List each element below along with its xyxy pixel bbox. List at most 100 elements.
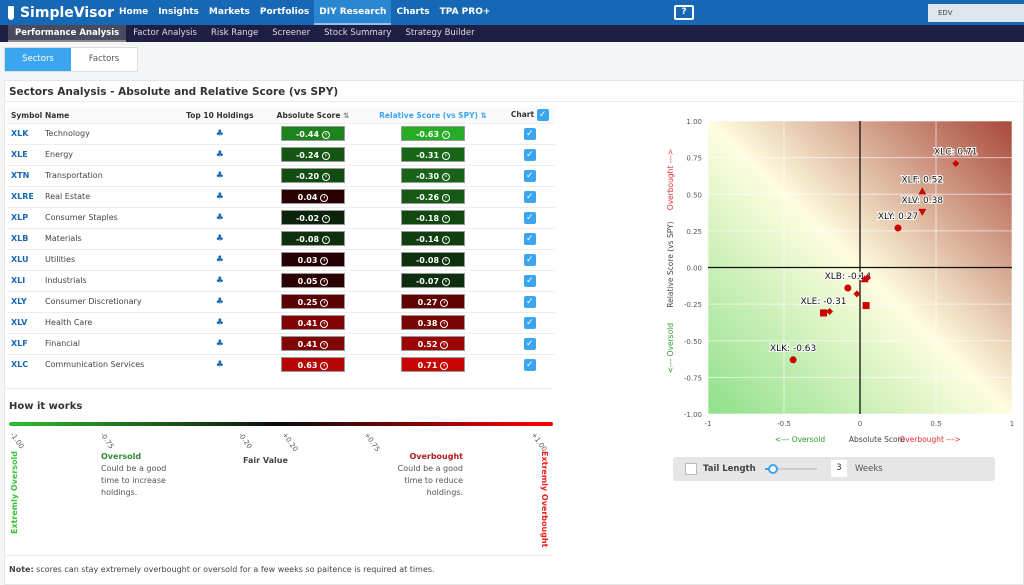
- subnav-performance-analysis[interactable]: Performance Analysis: [8, 25, 127, 42]
- symbol-link[interactable]: XLV: [7, 311, 45, 333]
- holdings-tree-icon[interactable]: ♣: [215, 191, 224, 202]
- chart-checkbox[interactable]: ✓: [523, 295, 536, 308]
- absolute-score-badge[interactable]: 0.41 ›: [281, 336, 346, 351]
- col-holdings: Top 10 Holdings: [175, 108, 265, 123]
- chart-checkbox[interactable]: ✓: [523, 211, 536, 224]
- chart-checkbox[interactable]: ✓: [523, 316, 536, 329]
- symbol-link[interactable]: XLU: [7, 248, 45, 270]
- nav-charts[interactable]: Charts: [396, 7, 430, 17]
- nav-markets[interactable]: Markets: [208, 7, 250, 17]
- col-relative-score[interactable]: Relative Score (vs SPY) ⇅: [361, 108, 505, 123]
- absolute-score-badge[interactable]: -0.02 ›: [281, 210, 346, 225]
- chart-checkbox[interactable]: ✓: [523, 148, 536, 161]
- nav-diy-research[interactable]: DIY Research: [314, 0, 392, 25]
- holdings-tree-icon[interactable]: ♣: [215, 359, 224, 370]
- table-row: XLV Health Care ♣ 0.41 › 0.38 › ✓: [7, 311, 555, 333]
- symbol-link[interactable]: XLI: [7, 269, 45, 291]
- chevron-right-icon: ›: [322, 172, 331, 181]
- relative-score-badge[interactable]: -0.14 ›: [401, 231, 466, 246]
- chart-checkbox[interactable]: ✓: [523, 274, 536, 287]
- tail-length-input[interactable]: 3: [831, 460, 847, 477]
- chart-checkbox[interactable]: ✓: [523, 358, 536, 371]
- relative-score-badge[interactable]: 0.27 ›: [401, 294, 466, 309]
- chart-checkbox[interactable]: ✓: [523, 190, 536, 203]
- relative-score-badge[interactable]: -0.26 ›: [401, 189, 466, 204]
- col-absolute-score[interactable]: Absolute Score ⇅: [264, 108, 362, 123]
- chart-checkbox[interactable]: ✓: [523, 127, 536, 140]
- nav-portfolios[interactable]: Portfolios: [259, 7, 310, 17]
- holdings-tree-icon[interactable]: ♣: [215, 128, 224, 139]
- holdings-tree-icon[interactable]: ♣: [215, 275, 224, 286]
- tail-length-slider[interactable]: [765, 464, 817, 474]
- relative-score-badge[interactable]: 0.52 ›: [401, 336, 466, 351]
- chart-checkbox[interactable]: ✓: [523, 232, 536, 245]
- brand-logo[interactable]: SimpleVisor: [8, 5, 114, 21]
- chevron-right-icon: ›: [322, 214, 331, 223]
- holdings-tree-icon[interactable]: ♣: [215, 338, 224, 349]
- holdings-tree-icon[interactable]: ♣: [215, 149, 224, 160]
- holdings-tree-icon[interactable]: ♣: [215, 170, 224, 181]
- symbol-link[interactable]: XLB: [7, 227, 45, 249]
- marker-xlc: [952, 159, 960, 167]
- relative-score-badge[interactable]: -0.08 ›: [401, 252, 466, 267]
- relative-score-badge[interactable]: -0.63 ›: [401, 126, 466, 141]
- symbol-link[interactable]: XLY: [7, 290, 45, 312]
- symbol-link[interactable]: XLP: [7, 206, 45, 228]
- chart-checkbox[interactable]: ✓: [523, 253, 536, 266]
- absolute-score-badge[interactable]: -0.08 ›: [281, 231, 346, 246]
- relative-score-badge[interactable]: 0.71 ›: [401, 357, 466, 373]
- tab-factors[interactable]: Factors: [88, 54, 120, 64]
- y-oversold-label: <--- Oversold: [666, 323, 675, 373]
- symbol-link[interactable]: XLC: [7, 353, 45, 375]
- symbol-link[interactable]: XLE: [7, 143, 45, 165]
- chevron-right-icon: ›: [322, 151, 331, 160]
- holdings-tree-icon[interactable]: ♣: [215, 254, 224, 265]
- chart-checkbox[interactable]: ✓: [523, 337, 536, 350]
- absolute-score-badge[interactable]: 0.05 ›: [281, 273, 346, 288]
- absolute-score-badge[interactable]: 0.03 ›: [281, 252, 346, 267]
- nav-home[interactable]: Home: [119, 7, 149, 17]
- absolute-score-badge[interactable]: 0.04 ›: [281, 189, 346, 204]
- absolute-score-badge[interactable]: 0.25 ›: [281, 294, 346, 309]
- subnav-risk-range[interactable]: Risk Range: [210, 28, 259, 38]
- nav-insights[interactable]: Insights: [158, 7, 199, 17]
- relative-score-badge[interactable]: 0.38 ›: [401, 315, 466, 330]
- nav-tpa-pro-[interactable]: TPA PRO+: [439, 7, 491, 17]
- symbol-link[interactable]: XLF: [7, 332, 45, 354]
- holdings-tree-icon[interactable]: ♣: [215, 317, 224, 328]
- holdings-tree-icon[interactable]: ♣: [215, 296, 224, 307]
- relative-score-badge[interactable]: -0.18 ›: [401, 210, 466, 225]
- subnav-factor-analysis[interactable]: Factor Analysis: [133, 28, 197, 38]
- subnav-screener[interactable]: Screener: [272, 28, 311, 38]
- subnav-stock-summary[interactable]: Stock Summary: [324, 28, 392, 38]
- holdings-tree-icon[interactable]: ♣: [215, 212, 224, 223]
- symbol-link[interactable]: XTN: [7, 164, 45, 186]
- subnav-strategy-builder[interactable]: Strategy Builder: [405, 28, 475, 38]
- absolute-score-badge[interactable]: -0.24 ›: [281, 147, 346, 162]
- marker-xlre: [862, 302, 870, 310]
- sort-icon[interactable]: ⇅: [343, 110, 350, 120]
- absolute-score-badge[interactable]: -0.20 ›: [281, 168, 346, 183]
- symbol-link[interactable]: XLK: [7, 122, 45, 144]
- tail-length-checkbox[interactable]: [685, 463, 697, 475]
- help-icon[interactable]: ?: [674, 5, 694, 20]
- table-row: XLI Industrials ♣ 0.05 › -0.07 › ✓: [7, 269, 555, 291]
- symbol-search-input[interactable]: EDV: [928, 4, 1024, 22]
- tab-sectors[interactable]: Sectors: [5, 48, 71, 71]
- chevron-right-icon: ›: [320, 193, 329, 202]
- absolute-score-badge[interactable]: 0.63 ›: [281, 357, 346, 373]
- absolute-score-badge[interactable]: -0.44 ›: [281, 126, 346, 141]
- relative-score-badge[interactable]: -0.07 ›: [401, 273, 466, 288]
- holdings-tree-icon[interactable]: ♣: [215, 233, 224, 244]
- relative-score-badge[interactable]: -0.30 ›: [401, 168, 466, 183]
- sort-asc-icon[interactable]: ⇅: [480, 110, 487, 120]
- chart-checkbox[interactable]: ✓: [523, 169, 536, 182]
- x-tick-label: 0.5: [930, 420, 941, 428]
- absolute-score-badge[interactable]: 0.41 ›: [281, 315, 346, 330]
- chevron-right-icon: ›: [320, 298, 329, 307]
- chevron-right-icon: ›: [442, 277, 451, 286]
- symbol-link[interactable]: XLRE: [7, 185, 45, 207]
- chart-all-checkbox[interactable]: ✓: [536, 109, 549, 122]
- relative-score-badge[interactable]: -0.31 ›: [401, 147, 466, 162]
- slider-handle[interactable]: [767, 464, 778, 474]
